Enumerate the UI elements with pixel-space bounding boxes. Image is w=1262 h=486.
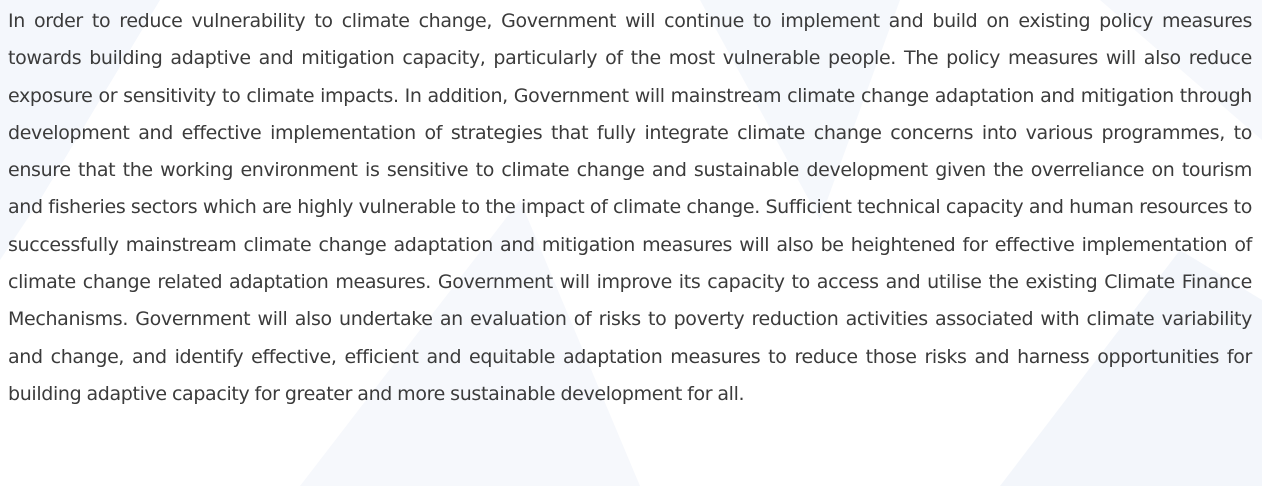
bg-shape (300, 200, 640, 486)
bg-shape (1100, 0, 1262, 140)
bg-shape (0, 0, 160, 260)
bg-shape (1000, 250, 1262, 486)
body-paragraph: In order to reduce vulnerability to clim… (8, 10, 1252, 405)
bg-shape (700, 0, 900, 220)
